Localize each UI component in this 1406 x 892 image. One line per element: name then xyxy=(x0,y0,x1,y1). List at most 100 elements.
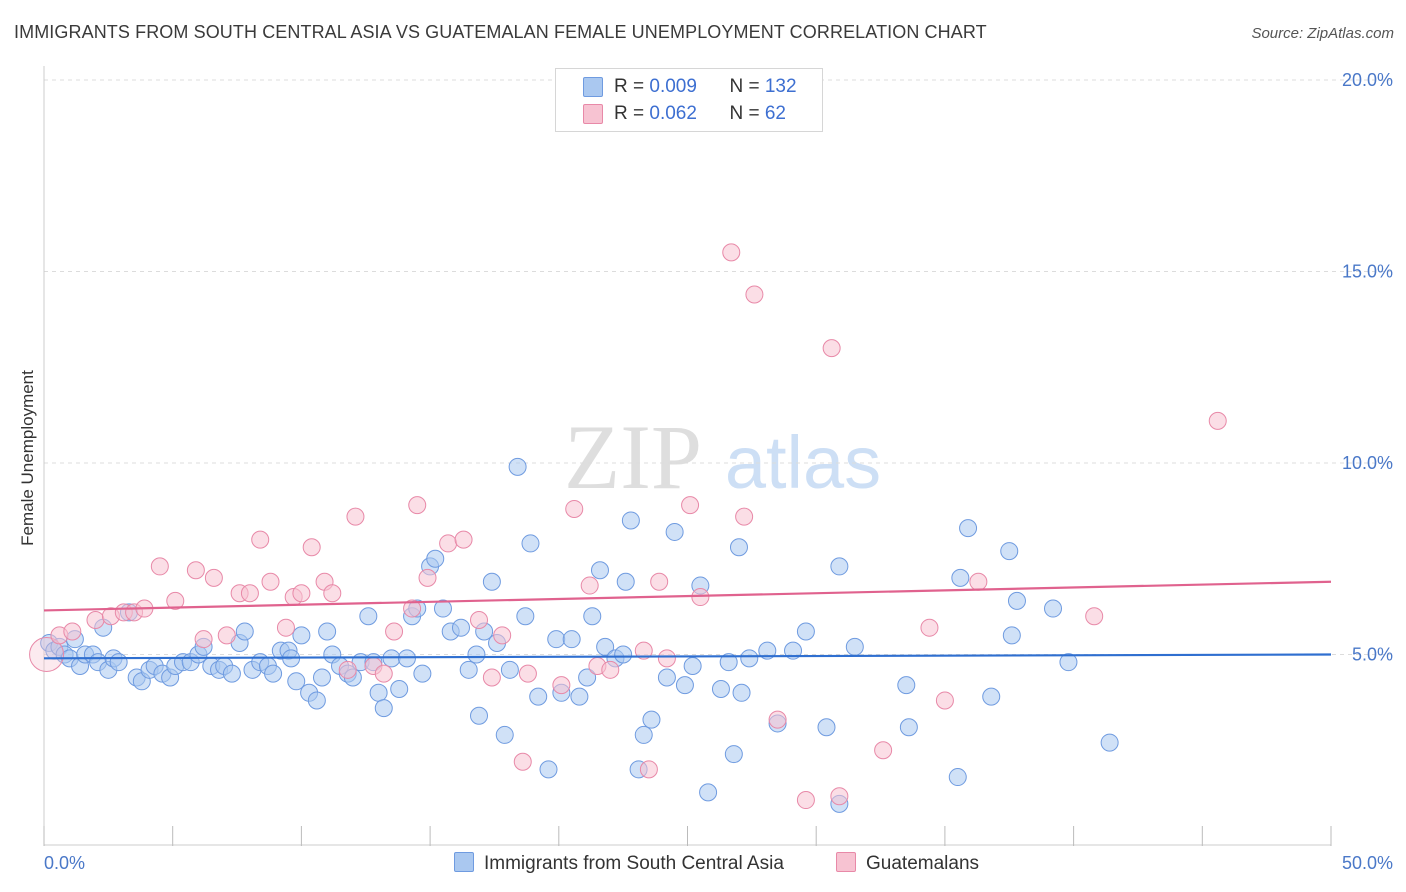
data-point xyxy=(570,687,589,706)
data-point xyxy=(699,783,718,802)
data-point xyxy=(601,660,620,679)
data-point xyxy=(403,599,422,618)
data-point xyxy=(616,572,635,591)
legend-swatch-blue xyxy=(583,77,603,97)
data-point xyxy=(681,496,700,515)
y-tick-label: 5.0% xyxy=(1352,645,1393,665)
data-point xyxy=(722,243,741,262)
trend-lines xyxy=(43,580,1332,660)
data-point xyxy=(276,618,295,637)
watermark-zip: ZIP xyxy=(564,406,702,508)
bottom-legend-label-1: Immigrants from South Central Asia xyxy=(484,853,784,874)
data-point xyxy=(369,683,388,702)
data-point xyxy=(729,538,748,557)
data-point xyxy=(642,710,661,729)
legend-r-value: 0.009 xyxy=(649,76,697,97)
data-point xyxy=(675,676,694,695)
data-point xyxy=(426,549,445,568)
data-point xyxy=(451,618,470,637)
data-point xyxy=(639,760,658,779)
source-label: Source: ZipAtlas.com xyxy=(1251,25,1394,42)
legend-swatch-pink xyxy=(583,104,603,124)
data-point xyxy=(413,664,432,683)
data-point xyxy=(292,626,311,645)
data-point xyxy=(634,725,653,744)
data-point xyxy=(508,457,527,476)
data-point xyxy=(657,649,676,668)
bottom-legend-item-2: Guatemalans xyxy=(836,852,979,875)
y-tick-label: 15.0% xyxy=(1342,262,1393,282)
data-point xyxy=(261,572,280,591)
data-point xyxy=(318,622,337,641)
x-ticks xyxy=(43,826,1332,846)
data-point xyxy=(186,561,205,580)
data-point xyxy=(302,538,321,557)
data-point xyxy=(580,576,599,595)
data-point xyxy=(578,668,597,687)
data-point xyxy=(724,745,743,764)
x-tick-label-max: 50.0% xyxy=(1342,853,1393,873)
data-point xyxy=(312,668,331,687)
data-point xyxy=(634,641,653,660)
data-point xyxy=(874,741,893,760)
data-point xyxy=(562,630,581,649)
data-point xyxy=(495,725,514,744)
data-point xyxy=(657,668,676,687)
data-point xyxy=(822,339,841,358)
data-point xyxy=(467,645,486,664)
data-point xyxy=(948,768,967,787)
data-point xyxy=(359,607,378,626)
data-point xyxy=(287,672,306,691)
data-point xyxy=(614,645,633,664)
data-point xyxy=(222,664,241,683)
data-point xyxy=(408,496,427,515)
data-point xyxy=(217,626,236,645)
data-point xyxy=(521,534,540,553)
series-guatemalans xyxy=(29,243,1227,810)
data-point xyxy=(459,660,478,679)
trend-line xyxy=(43,580,1332,612)
data-point xyxy=(796,791,815,810)
legend: R = 0.009 N = 132 R = 0.062 N = 62 xyxy=(555,68,823,132)
data-point xyxy=(470,611,489,630)
data-point xyxy=(1044,599,1063,618)
data-point xyxy=(29,637,65,672)
data-point xyxy=(251,530,270,549)
watermark: ZIP atlas xyxy=(564,406,881,508)
data-point xyxy=(150,557,169,576)
legend-n-label: N = xyxy=(729,76,765,97)
data-point xyxy=(711,679,730,698)
data-point xyxy=(845,637,864,656)
data-point xyxy=(418,568,437,587)
data-point xyxy=(346,507,365,526)
data-point xyxy=(665,522,684,541)
data-point xyxy=(86,611,105,630)
data-point xyxy=(470,706,489,725)
data-point xyxy=(830,787,849,806)
chart-title: IMMIGRANTS FROM SOUTH CENTRAL ASIA VS GU… xyxy=(14,22,987,42)
legend-n-value: 132 xyxy=(764,76,797,97)
data-point xyxy=(235,622,254,641)
data-point xyxy=(969,572,988,591)
data-point xyxy=(758,641,777,660)
legend-r-label: R = xyxy=(614,103,650,124)
data-point xyxy=(482,668,501,687)
data-point xyxy=(338,660,357,679)
y-tick-labels: 5.0% 10.0% 15.0% 20.0% xyxy=(1342,70,1393,665)
x-tick-label-min: 0.0% xyxy=(44,853,85,873)
data-point xyxy=(518,664,537,683)
bottom-legend-label-2: Guatemalans xyxy=(866,853,980,874)
data-point xyxy=(513,752,532,771)
data-point xyxy=(951,568,970,587)
data-point xyxy=(768,710,787,729)
data-point xyxy=(552,676,571,695)
legend-n-label: N = xyxy=(729,103,765,124)
legend-r-label: R = xyxy=(614,76,650,97)
data-point xyxy=(897,676,916,695)
data-point xyxy=(796,622,815,641)
data-point xyxy=(264,664,283,683)
data-point xyxy=(596,637,615,656)
bottom-legend-swatch-pink xyxy=(836,852,856,872)
data-point xyxy=(959,519,978,538)
